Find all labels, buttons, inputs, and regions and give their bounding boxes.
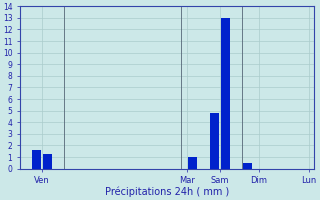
X-axis label: Précipitations 24h ( mm ): Précipitations 24h ( mm ) [105, 187, 229, 197]
Bar [210, 113, 219, 169]
Bar [32, 150, 41, 169]
Bar [188, 157, 196, 169]
Bar [43, 154, 52, 169]
Bar [221, 18, 230, 169]
Bar [243, 163, 252, 169]
